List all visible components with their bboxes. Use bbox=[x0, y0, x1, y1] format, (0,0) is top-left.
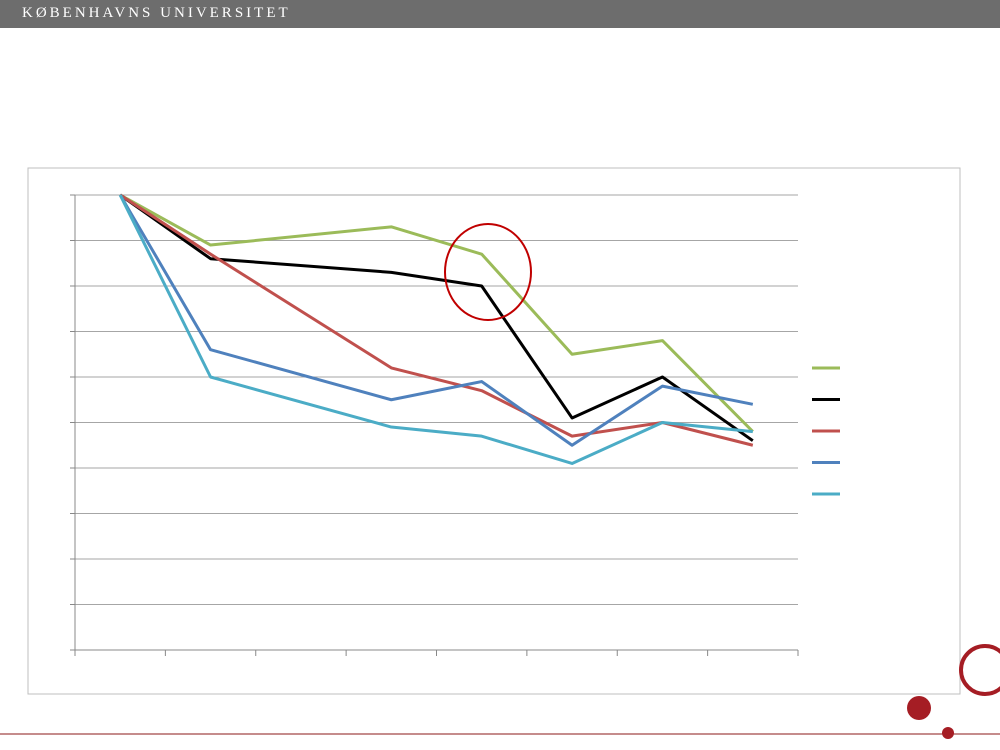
footer-dot bbox=[942, 727, 954, 739]
series-line bbox=[119, 193, 754, 433]
series-line bbox=[118, 194, 754, 447]
footer-dot bbox=[907, 696, 931, 720]
header-bar: KØBENHAVNS UNIVERSITET bbox=[0, 0, 1000, 28]
seal-logo bbox=[959, 644, 1000, 696]
plot-area bbox=[70, 193, 840, 656]
header-title: KØBENHAVNS UNIVERSITET bbox=[22, 5, 291, 21]
chart-frame bbox=[27, 167, 961, 695]
highlight-circle bbox=[444, 223, 532, 321]
series-line bbox=[118, 194, 753, 465]
series-line bbox=[119, 193, 754, 442]
